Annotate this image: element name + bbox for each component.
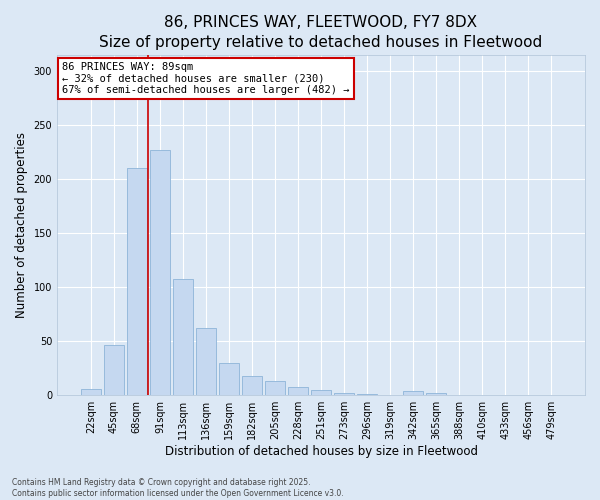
- Bar: [403, 392, 423, 394]
- X-axis label: Distribution of detached houses by size in Fleetwood: Distribution of detached houses by size …: [164, 444, 478, 458]
- Bar: [265, 380, 285, 394]
- Bar: [427, 392, 446, 394]
- Bar: [127, 168, 146, 394]
- Bar: [104, 345, 124, 395]
- Bar: [242, 376, 262, 394]
- Title: 86, PRINCES WAY, FLEETWOOD, FY7 8DX
Size of property relative to detached houses: 86, PRINCES WAY, FLEETWOOD, FY7 8DX Size…: [100, 15, 542, 50]
- Bar: [150, 150, 170, 394]
- Text: Contains HM Land Registry data © Crown copyright and database right 2025.
Contai: Contains HM Land Registry data © Crown c…: [12, 478, 344, 498]
- Text: 86 PRINCES WAY: 89sqm
← 32% of detached houses are smaller (230)
67% of semi-det: 86 PRINCES WAY: 89sqm ← 32% of detached …: [62, 62, 350, 95]
- Bar: [334, 392, 354, 394]
- Y-axis label: Number of detached properties: Number of detached properties: [15, 132, 28, 318]
- Bar: [311, 390, 331, 394]
- Bar: [173, 280, 193, 394]
- Bar: [81, 390, 101, 394]
- Bar: [196, 328, 216, 394]
- Bar: [288, 387, 308, 394]
- Bar: [219, 364, 239, 394]
